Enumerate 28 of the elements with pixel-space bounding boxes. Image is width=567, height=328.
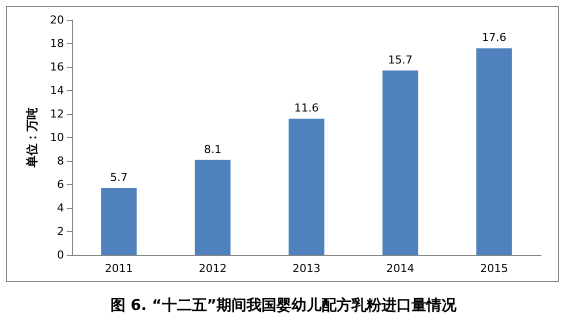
- data-label: 17.6: [482, 31, 506, 44]
- y-tick-label: 14: [50, 84, 64, 97]
- data-label: 5.7: [110, 171, 128, 184]
- bar: [194, 160, 231, 255]
- y-tick-label: 12: [50, 108, 64, 120]
- bar: [288, 118, 324, 255]
- bar: [101, 188, 137, 255]
- y-axis-title: 单位：万吨: [25, 108, 39, 168]
- text: 图 6. “十二五”期间我国婴幼儿配方乳粉进口量情况: [109, 296, 458, 315]
- bar: [382, 70, 418, 255]
- data-label: 11.6: [294, 102, 319, 115]
- y-tick-label: 16: [50, 60, 64, 74]
- y-tick-label: 18: [50, 37, 64, 50]
- y-tick-label: 2: [57, 225, 64, 238]
- x-tick-label: 2015: [480, 262, 508, 275]
- x-tick-label: 2014: [386, 262, 414, 275]
- x-tick-label: 2012: [198, 262, 227, 275]
- y-tick-label: 0: [57, 248, 64, 262]
- x-tick-label: 2013: [292, 262, 320, 275]
- y-tick-label: 6: [57, 178, 64, 191]
- y-tick-label: 4: [57, 202, 64, 214]
- x-tick-label: 2011: [104, 262, 133, 275]
- y-tick-label: 20: [50, 14, 64, 26]
- y-tick-label: 8: [57, 154, 64, 168]
- bar: [476, 48, 512, 255]
- data-label: 8.1: [204, 142, 222, 156]
- data-label: 15.7: [388, 54, 413, 67]
- y-tick-label: 10: [50, 131, 64, 144]
